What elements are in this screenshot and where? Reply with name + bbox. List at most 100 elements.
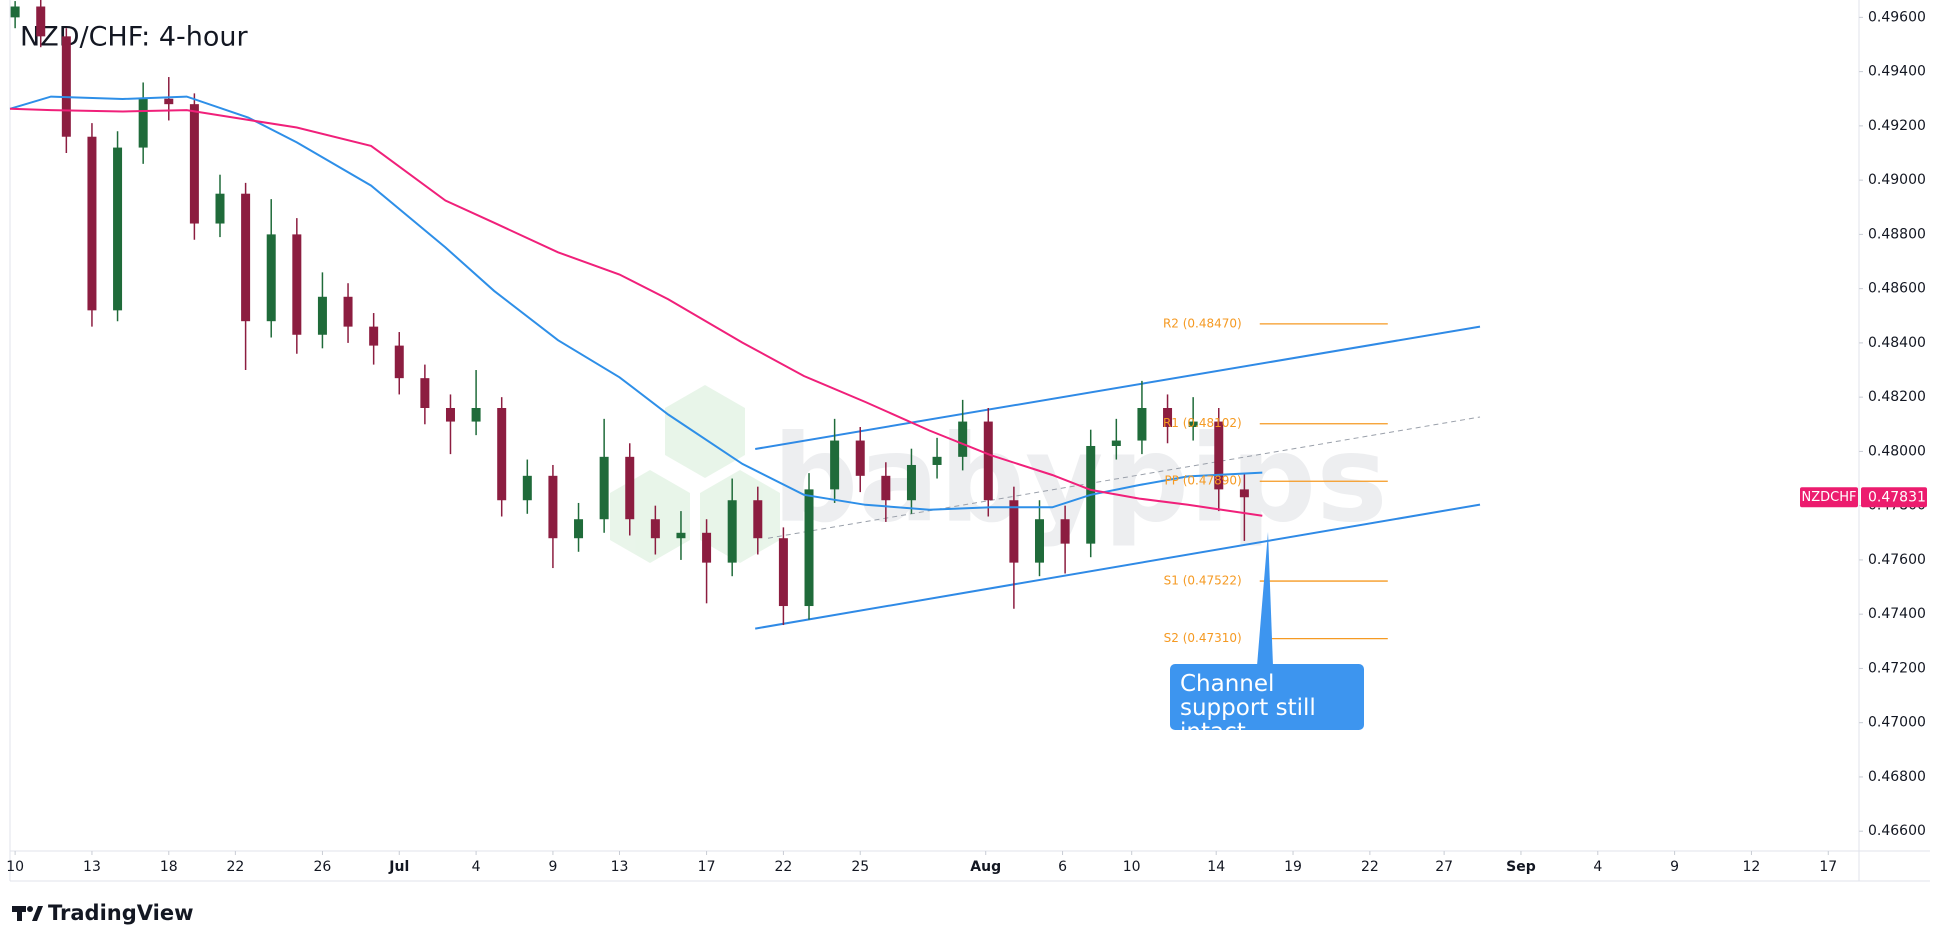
annotation: Channel support still intact <box>1170 664 1364 744</box>
candle-body <box>753 500 763 539</box>
x-tick-label: 13 <box>83 859 101 875</box>
x-tick-label: 27 <box>1435 859 1453 875</box>
candle-body <box>1060 519 1070 544</box>
candle-body <box>1111 440 1121 446</box>
candle-body <box>727 500 737 563</box>
candle-body <box>778 538 788 607</box>
price-tag-value-bg <box>1861 487 1927 508</box>
candle-body <box>420 378 430 409</box>
candle-body <box>548 475 558 539</box>
candle-body <box>1188 421 1198 427</box>
candle-body <box>241 193 251 322</box>
x-tick-label: 9 <box>548 859 557 875</box>
moving-average <box>9 95 1263 511</box>
candle-body <box>189 104 199 224</box>
candle-body <box>1034 519 1044 563</box>
y-tick-label: 0.47200 <box>1868 660 1926 676</box>
x-tick-label: 13 <box>611 859 629 875</box>
watermark: babypips <box>772 411 1387 550</box>
candle-body <box>1009 500 1019 563</box>
footer-brand: TradingView <box>48 901 193 925</box>
y-tick-label: 0.48000 <box>1868 443 1926 459</box>
candle-body <box>164 98 174 105</box>
x-tick-label: 17 <box>698 859 716 875</box>
candle-body <box>445 408 455 422</box>
y-tick-label: 0.49200 <box>1868 118 1926 134</box>
tradingview-logo <box>12 906 43 921</box>
candle-body <box>906 464 916 501</box>
candle-body <box>138 98 148 148</box>
y-tick-label: 0.47600 <box>1868 552 1926 568</box>
candle-body <box>1239 489 1249 498</box>
x-tick-label: 17 <box>1819 859 1837 875</box>
candle-body <box>932 456 942 465</box>
candle-body <box>983 421 993 501</box>
y-tick-label: 0.49000 <box>1868 172 1926 188</box>
x-tick-label: 22 <box>774 859 792 875</box>
y-tick-label: 0.47000 <box>1868 715 1926 731</box>
candle-body <box>804 489 814 607</box>
candle-body <box>676 532 686 539</box>
y-tick-label: 0.49600 <box>1868 9 1926 25</box>
candle-body <box>317 296 327 335</box>
x-tick-label: 19 <box>1284 859 1302 875</box>
candle-body <box>292 234 302 335</box>
candle-body <box>61 36 71 137</box>
price-tag-symbol-bg <box>1800 487 1858 508</box>
x-tick-label: 10 <box>1123 859 1141 875</box>
moving-average <box>9 107 1263 517</box>
candle-body <box>36 6 46 37</box>
candle-body <box>394 345 404 379</box>
candle-body <box>855 440 865 476</box>
price-tag-value: 0.47831 <box>1868 489 1926 505</box>
candle-body <box>958 421 968 457</box>
channel-upper <box>755 325 1481 450</box>
y-tick-label: 0.46600 <box>1868 823 1926 839</box>
pivot-label: PP (0.47890) <box>1164 474 1241 488</box>
candle-body <box>881 475 891 501</box>
candle-body <box>471 408 481 422</box>
x-tick-label: 6 <box>1058 859 1067 875</box>
channel-middle <box>767 416 1481 539</box>
candle-body <box>266 234 276 322</box>
candle-body <box>113 147 123 311</box>
candle-body <box>1163 408 1173 427</box>
candle-body <box>87 136 97 311</box>
annotation-pointer <box>1257 532 1273 666</box>
y-tick-label: 0.49400 <box>1868 64 1926 80</box>
y-tick-label: 0.48600 <box>1868 281 1926 297</box>
y-tick-label: 0.48400 <box>1868 335 1926 351</box>
x-tick-label: 22 <box>1361 859 1379 875</box>
candle-body <box>830 440 840 490</box>
pivot-label: S1 (0.47522) <box>1164 574 1242 588</box>
pivot-label: S2 (0.47310) <box>1164 631 1242 645</box>
candle-body <box>215 193 225 224</box>
x-tick-label: Sep <box>1506 859 1536 875</box>
candle-body <box>497 408 507 501</box>
channel-lower <box>755 503 1481 630</box>
x-tick-label: 12 <box>1743 859 1761 875</box>
price-tag-symbol: NZDCHF <box>1802 490 1857 505</box>
chart-title: NZD/CHF: 4-hour <box>20 22 249 53</box>
x-tick-label: 26 <box>314 859 332 875</box>
candle-body <box>599 456 609 520</box>
pivot-label: R2 (0.48470) <box>1163 316 1242 330</box>
x-tick-label: 25 <box>851 859 869 875</box>
x-tick-label: 10 <box>6 859 24 875</box>
x-tick-label: Jul <box>388 859 409 875</box>
candle-body <box>702 532 712 563</box>
x-tick-label: 4 <box>472 859 481 875</box>
y-tick-label: 0.48200 <box>1868 389 1926 405</box>
candle-body <box>1214 421 1224 490</box>
candle-body <box>625 456 635 520</box>
candle-body <box>1137 408 1147 441</box>
x-tick-label: 22 <box>226 859 244 875</box>
candle-body <box>522 475 532 501</box>
candle-body <box>650 519 660 539</box>
x-tick-label: Aug <box>970 859 1001 875</box>
y-tick-label: 0.46800 <box>1868 769 1926 785</box>
y-tick-label: 0.48800 <box>1868 226 1926 242</box>
candle-body <box>369 326 379 346</box>
x-tick-label: 18 <box>160 859 178 875</box>
